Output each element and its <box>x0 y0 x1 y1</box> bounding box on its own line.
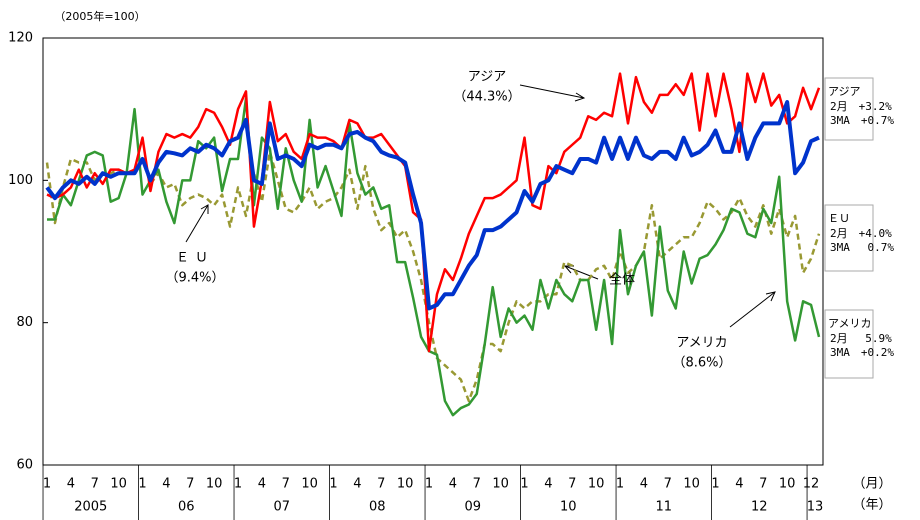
annotation: ＥＵ <box>176 251 214 266</box>
x-tick-label: 1 <box>711 477 719 492</box>
y-tick-label: 60 <box>16 458 33 473</box>
x-tick-label: 10 <box>206 477 223 492</box>
side-note-title: アメリカ <box>828 317 871 330</box>
side-note-line: 2月 5.9% <box>830 332 892 345</box>
plot-frame <box>42 37 824 466</box>
annotation-share: （9.4%） <box>165 271 224 286</box>
x-tick-label: 7 <box>186 477 194 492</box>
series-line <box>46 72 821 353</box>
year-label: 2005 <box>74 500 107 515</box>
x-tick-label: 7 <box>473 477 481 492</box>
x-tick-label: 4 <box>353 477 361 492</box>
y-tick-label: 80 <box>16 315 33 330</box>
annotation-share: （44.3%） <box>453 90 520 105</box>
x-tick-label: 10 <box>301 477 318 492</box>
side-note-line: 2月 +4.0% <box>830 227 892 240</box>
x-tick-label: 4 <box>449 477 457 492</box>
x-tick-label: 4 <box>640 477 648 492</box>
year-label: 11 <box>656 500 673 515</box>
x-tick-label: 1 <box>234 477 242 492</box>
side-note-title: ＥＵ <box>828 212 850 225</box>
month-unit: （月） <box>852 477 891 492</box>
x-tick-label: 10 <box>588 477 605 492</box>
x-tick-label: 4 <box>735 477 743 492</box>
annotation: アジア <box>468 70 506 85</box>
x-tick-label: 7 <box>759 477 767 492</box>
x-tick-label: 7 <box>377 477 385 492</box>
x-tick-label: 7 <box>91 477 99 492</box>
series-line <box>47 97 821 417</box>
annotation-share: （8.6%） <box>672 356 731 371</box>
year-label: 12 <box>751 500 768 515</box>
x-tick-label: 10 <box>110 477 127 492</box>
y-tick-label: 100 <box>8 173 33 188</box>
series-line <box>45 150 821 403</box>
x-tick-label: 10 <box>683 477 700 492</box>
x-tick-label: 4 <box>67 477 75 492</box>
x-tick-label: 1 <box>43 477 51 492</box>
side-note-line: 3MA 0.7% <box>830 241 894 254</box>
unit-label: （2005年=100） <box>54 9 145 23</box>
side-note-box <box>824 309 874 379</box>
year-label: 07 <box>274 500 291 515</box>
x-tick-label: 7 <box>568 477 576 492</box>
x-tick-label: 10 <box>779 477 796 492</box>
x-tick-label: 7 <box>282 477 290 492</box>
x-tick-label: 1 <box>329 477 337 492</box>
side-note-box <box>824 204 874 272</box>
year-label: 13 <box>807 500 824 515</box>
x-tick-label: 4 <box>258 477 266 492</box>
x-tick-label: 1 <box>520 477 528 492</box>
side-note-box <box>824 77 874 141</box>
x-tick-label: 4 <box>162 477 170 492</box>
side-note-line: 2月 +3.2% <box>830 100 892 113</box>
x-tick-label: 10 <box>492 477 509 492</box>
year-label: 09 <box>465 500 482 515</box>
side-note-line: 3MA +0.2% <box>830 346 894 359</box>
x-tick-label: 1 <box>138 477 146 492</box>
year-unit: （年） <box>852 498 891 513</box>
year-label: 06 <box>178 500 195 515</box>
year-label: 10 <box>560 500 577 515</box>
x-tick-label: 1 <box>425 477 433 492</box>
annotation: 全体 <box>609 272 635 288</box>
year-label: 08 <box>369 500 386 515</box>
x-tick-label: 10 <box>397 477 414 492</box>
x-tick-label: 7 <box>664 477 672 492</box>
side-note-line: 3MA +0.7% <box>830 114 894 127</box>
x-tick-label: 1 <box>616 477 624 492</box>
side-note-title: アジア <box>828 85 861 98</box>
x-tick-label: 4 <box>544 477 552 492</box>
x-tick-label: 12 <box>803 477 820 492</box>
series-line <box>45 100 820 311</box>
annotation: アメリカ <box>676 336 727 351</box>
arrows <box>185 84 776 328</box>
y-tick-label: 120 <box>8 31 33 46</box>
